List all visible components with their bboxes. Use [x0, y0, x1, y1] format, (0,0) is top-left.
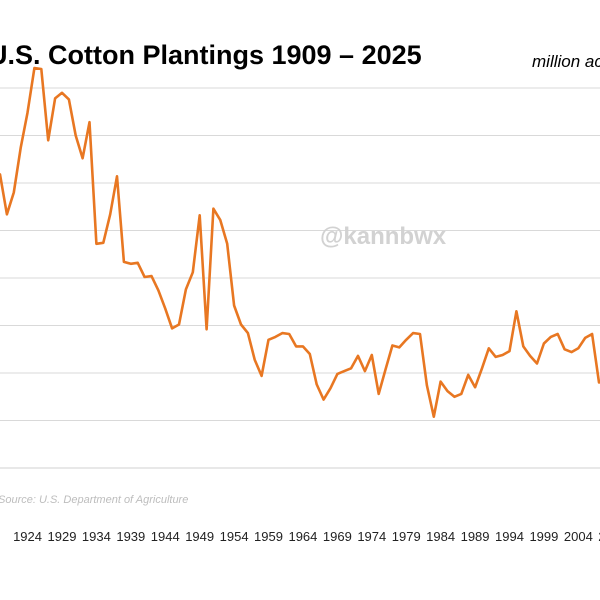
x-tick-label: 1994: [495, 529, 524, 544]
x-tick-label: 1949: [185, 529, 214, 544]
x-tick-label: 1944: [151, 529, 180, 544]
x-tick-label: 1939: [116, 529, 145, 544]
x-tick-label: 2004: [564, 529, 593, 544]
chart-units-label: million acres: [532, 52, 600, 71]
watermark: @kannbwx: [320, 223, 447, 250]
x-tick-label: 1959: [254, 529, 283, 544]
gridlines: [0, 87, 600, 469]
x-tick-label: 1984: [426, 529, 455, 544]
series-line-cotton-plantings: [0, 66, 600, 418]
source-note: Source: U.S. Department of Agriculture: [0, 494, 189, 506]
x-tick-label: 1929: [48, 529, 77, 544]
x-tick-label: 1954: [220, 529, 249, 544]
x-tick-label: 2009: [598, 529, 600, 544]
x-tick-label: 1989: [461, 529, 490, 544]
x-tick-label: 1934: [82, 529, 111, 544]
x-tick-label: 1964: [288, 529, 317, 544]
x-tick-label: 1969: [323, 529, 352, 544]
x-tick-label: 1974: [357, 529, 386, 544]
x-axis-tick-labels: 1924 1929 1934 1939 1944 1949 1954 1959 1964 1969…: [13, 529, 600, 544]
x-tick-label: 1979: [392, 529, 421, 544]
x-tick-label: 1924: [13, 529, 42, 544]
x-tick-label: 1999: [529, 529, 558, 544]
chart-title: U.S. Cotton Plantings 1909 – 2025: [0, 40, 422, 70]
